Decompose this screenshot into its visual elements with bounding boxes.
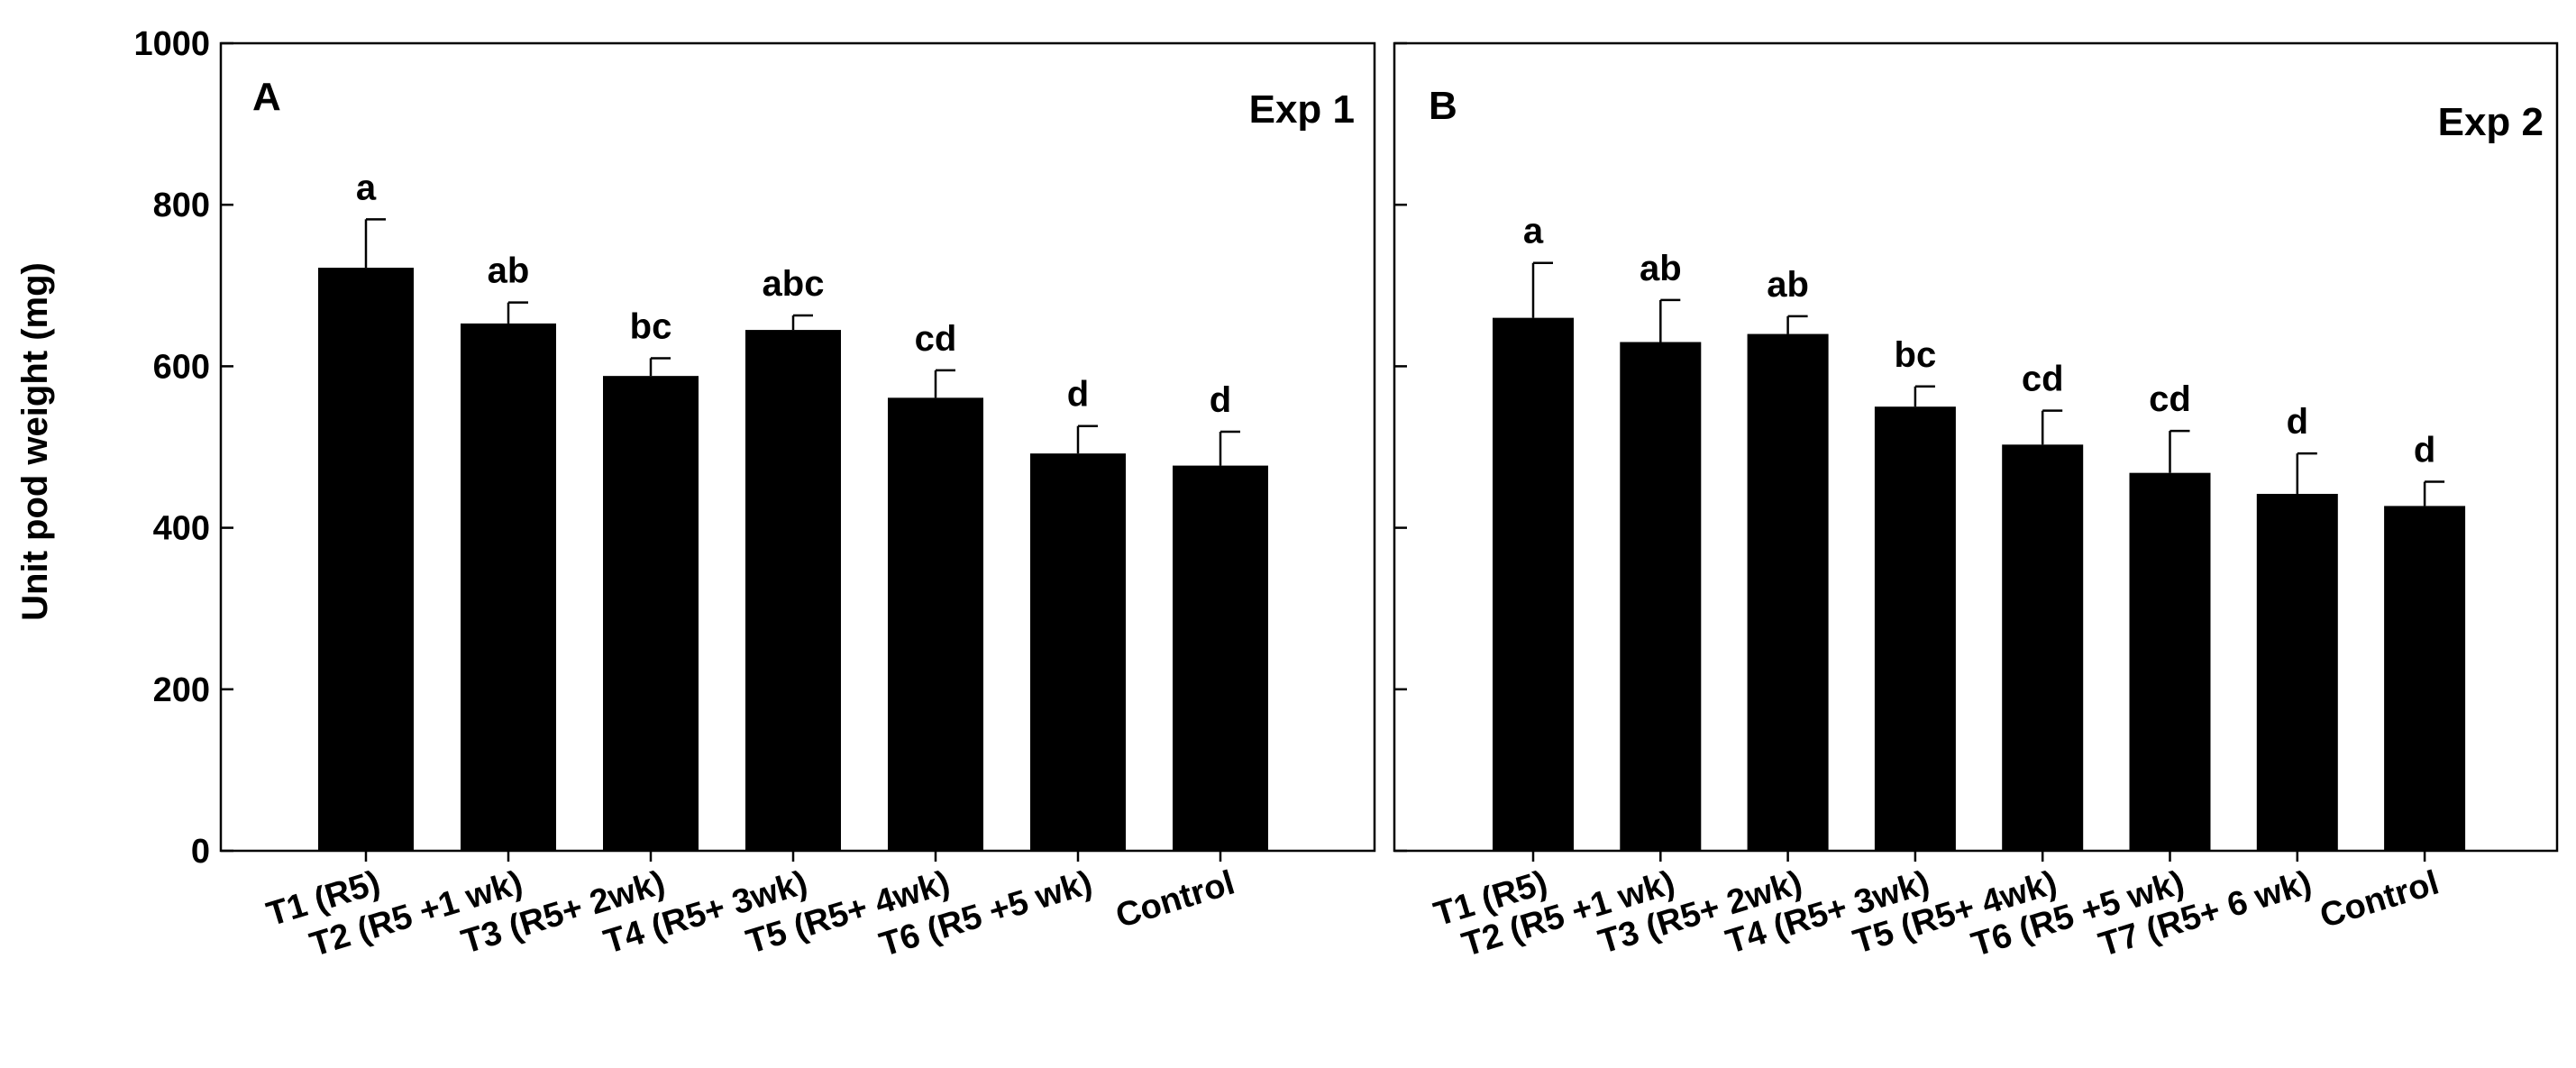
panel-a-letter: A: [252, 75, 281, 119]
y-axis-title: Unit pod weight (mg): [15, 262, 55, 621]
bar-b-5: [2002, 444, 2084, 851]
significance-label: abc: [763, 264, 825, 304]
significance-label: cd: [915, 319, 957, 359]
bar-b-4: [1874, 406, 1956, 851]
significance-label: ab: [1640, 249, 1682, 288]
bar-a-5: [888, 397, 983, 851]
bar-a-1: [318, 268, 414, 851]
panel-b-frame: [1393, 41, 2559, 853]
y-tick-label: 0: [191, 833, 210, 871]
y-tick-label: 400: [153, 510, 210, 548]
bar-b-7: [2256, 493, 2338, 851]
panel-a-title: Exp 1: [1249, 87, 1355, 132]
bar-b-3: [1747, 333, 1829, 851]
y-tick-label: 200: [153, 671, 210, 709]
bar-b-8: [2384, 506, 2466, 851]
bar-a-6: [1030, 453, 1126, 851]
significance-label: bc: [630, 306, 672, 346]
bar-b-6: [2129, 472, 2211, 851]
significance-label: cd: [2022, 360, 2064, 399]
panel-b-letter: B: [1429, 84, 1457, 128]
significance-label: ab: [1767, 265, 1809, 305]
significance-label: a: [1523, 212, 1544, 251]
bar-a-4: [745, 330, 841, 852]
significance-label: bc: [1895, 335, 1937, 375]
significance-label: a: [356, 168, 377, 207]
category-label: Control: [1111, 863, 1238, 936]
y-tick-label: 800: [153, 187, 210, 224]
bar-b-2: [1620, 342, 1702, 851]
bar-a-7: [1173, 465, 1268, 851]
significance-label: d: [2414, 431, 2435, 470]
y-axis-title-group: Unit pod weight (mg): [15, 262, 55, 621]
significance-label: d: [1210, 380, 1231, 420]
bar-b-1: [1493, 317, 1574, 851]
y-tick-label: 600: [153, 348, 210, 386]
category-label: Control: [2316, 863, 2443, 936]
panel-b-title: Exp 2: [2438, 100, 2544, 144]
bar-a-3: [603, 376, 699, 852]
significance-label: d: [1067, 375, 1089, 415]
bar-a-2: [461, 323, 556, 851]
significance-label: d: [2287, 402, 2308, 442]
y-tick-label: 1000: [133, 25, 210, 63]
significance-label: ab: [488, 251, 530, 291]
significance-label: cd: [2149, 379, 2191, 419]
